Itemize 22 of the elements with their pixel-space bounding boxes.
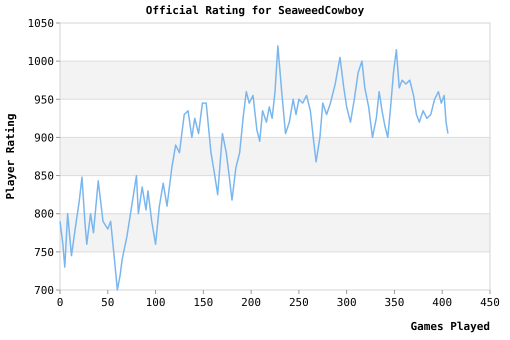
x-tick-label: 100 <box>146 296 166 309</box>
x-tick-label: 200 <box>241 296 262 309</box>
y-tick-label: 950 <box>34 93 54 106</box>
x-tick-label: 300 <box>336 296 357 309</box>
x-tick-label: 350 <box>384 296 404 309</box>
y-axis-title: Player Rating <box>4 113 17 200</box>
y-tick-label: 900 <box>34 131 54 144</box>
x-tick-label: 250 <box>288 296 309 309</box>
y-tick-label: 1050 <box>28 17 54 30</box>
x-axis-title: Games Played <box>410 320 490 333</box>
y-tick-label: 850 <box>34 170 54 183</box>
x-tick-label: 150 <box>193 296 214 309</box>
y-tick-label: 1000 <box>28 55 54 68</box>
x-tick-label: 0 <box>56 296 64 309</box>
x-tick-label: 50 <box>101 296 114 309</box>
line-series <box>59 45 449 291</box>
x-tick-label: 400 <box>432 296 452 309</box>
chart-title: Official Rating for SeaweedCowboy <box>146 4 365 17</box>
y-tick-label: 800 <box>34 208 54 221</box>
x-tick-label: 450 <box>480 296 500 309</box>
y-tick-label: 700 <box>34 284 54 297</box>
y-tick-label: 750 <box>34 246 54 259</box>
